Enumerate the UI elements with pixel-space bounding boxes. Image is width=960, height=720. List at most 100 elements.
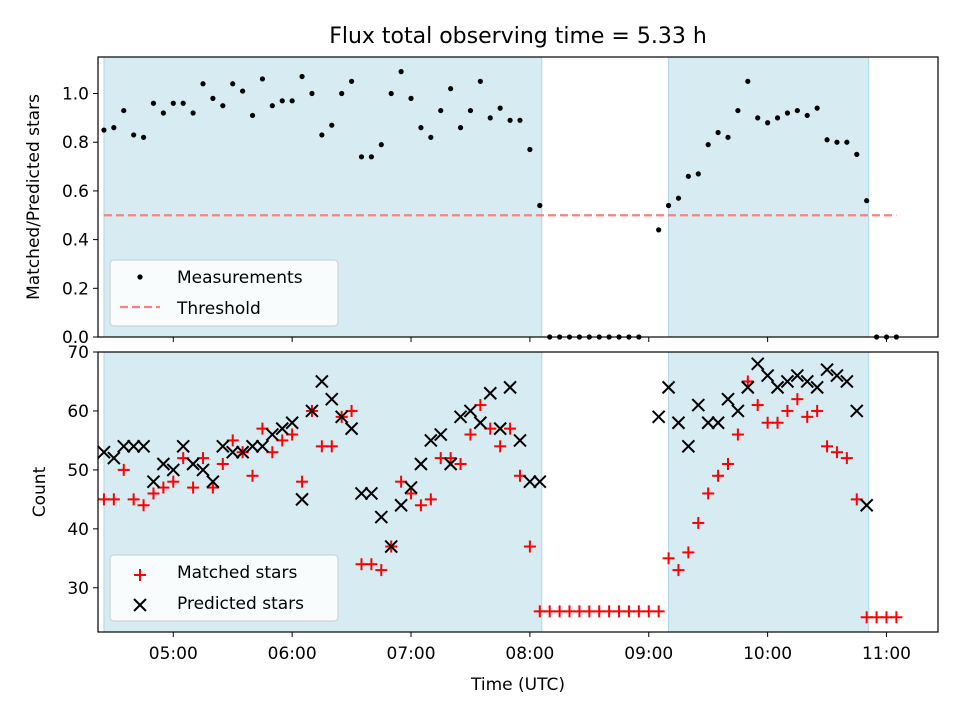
predicted-star-point <box>364 486 379 501</box>
legend-measurements-label: Measurements <box>177 268 303 288</box>
measurement-point <box>200 81 206 87</box>
matched-star-point <box>414 499 427 512</box>
measurement-point <box>319 132 325 138</box>
predicted-star-point <box>800 374 814 389</box>
measurement-point <box>824 137 830 143</box>
matched-star-point <box>771 416 784 429</box>
predicted-star-point <box>126 439 141 454</box>
bottom-axes-frame <box>97 351 939 633</box>
matched-star-point <box>702 487 715 500</box>
matched-star-point <box>712 469 725 482</box>
measurement-point <box>398 69 404 75</box>
predicted-star-point <box>216 439 230 454</box>
predicted-star-point <box>196 463 210 477</box>
predicted-star-point <box>285 416 299 430</box>
bottom-legend-box <box>109 554 339 622</box>
measurement-point <box>517 117 523 123</box>
measurement-point <box>358 154 365 160</box>
predicted-star-point <box>275 421 289 436</box>
bottom-y-ticks: 30 40 50 60 70 <box>67 343 98 599</box>
y-tick-label: 1.0 <box>62 85 89 105</box>
predicted-star-point <box>315 374 329 389</box>
predicted-star-point <box>255 439 270 454</box>
matched-star-point <box>830 446 843 459</box>
predicted-star-point <box>394 498 408 512</box>
predicted-star-point <box>790 368 805 383</box>
predicted-star-point <box>760 368 775 383</box>
y-tick-label: 70 <box>67 343 89 363</box>
measurement-point <box>289 98 295 104</box>
measurement-point <box>230 81 236 87</box>
predicted-star-point <box>344 421 359 436</box>
predicted-star-point <box>434 427 448 442</box>
predicted-star-point <box>691 398 705 412</box>
predicted-star-point <box>820 362 834 377</box>
predicted-star-point <box>741 380 755 395</box>
measurement-point <box>765 120 771 126</box>
x-axis-label: Time (UTC) <box>470 675 565 695</box>
measurement-point <box>170 100 176 106</box>
measurement-point <box>675 195 682 201</box>
predicted-star-point <box>473 416 488 430</box>
measurement-point <box>339 90 345 97</box>
measurement-point <box>497 105 503 111</box>
matched-star-point <box>504 422 517 435</box>
measurement-point <box>259 76 266 82</box>
predicted-star-point <box>850 404 864 418</box>
y-tick-label: 60 <box>67 402 89 422</box>
chart-title: Flux total observing time = 5.33 h <box>329 24 707 49</box>
predicted-star-point <box>483 386 497 400</box>
measurement-point <box>467 107 474 114</box>
measurement-point <box>705 142 711 148</box>
x-tick-label: 05:00 <box>149 644 198 664</box>
matched-star-point <box>494 440 507 453</box>
matched-star-point <box>464 428 477 441</box>
matched-star-point <box>662 552 675 565</box>
measurement-point <box>844 139 850 145</box>
predicted-star-point <box>384 539 398 554</box>
measurement-point <box>745 78 751 84</box>
measurement-point <box>487 115 493 121</box>
predicted-star-point <box>107 451 121 465</box>
predicted-star-point <box>443 457 458 471</box>
measurement-point <box>408 95 414 101</box>
x-tick-label: 09:00 <box>624 644 673 664</box>
bottom-legend: Matched stars Predicted stars <box>109 554 339 622</box>
measurement-point <box>784 110 791 116</box>
predicted-star-point <box>414 457 428 471</box>
legend-matched-marker <box>134 569 146 581</box>
measurement-point <box>448 86 454 92</box>
predicted-star-point <box>463 404 478 418</box>
measurement-point <box>240 88 246 94</box>
predicted-star-point <box>453 410 468 424</box>
predicted-star-point <box>404 480 418 495</box>
predicted-star-point <box>513 433 527 448</box>
matched-star-point <box>444 452 457 465</box>
measurement-point <box>279 98 285 104</box>
measurement-point <box>477 78 483 84</box>
predicted-star-point <box>533 474 547 489</box>
measurement-point <box>854 151 860 157</box>
top-y-axis-label: Matched/Predicted stars <box>24 94 44 300</box>
measurement-point <box>220 103 226 109</box>
predicted-star-point <box>731 404 745 418</box>
measurement-point <box>121 107 127 114</box>
measurement-point <box>537 202 543 209</box>
y-tick-label: 0.6 <box>62 182 89 202</box>
measurement-point <box>180 100 186 106</box>
measurement-point <box>160 110 166 116</box>
predicted-star-point <box>206 474 220 489</box>
predicted-star-point <box>176 439 190 454</box>
predicted-star-point <box>840 374 854 389</box>
matched-star-point <box>117 463 130 476</box>
measurement-point <box>457 125 464 131</box>
shaded-interval <box>668 351 870 633</box>
matched-star-point <box>424 493 437 506</box>
measurement-point <box>814 105 820 111</box>
matched-star-point <box>890 611 903 624</box>
predicted-star-point <box>186 457 200 471</box>
predicted-star-point <box>711 416 725 430</box>
measurement-point <box>864 198 870 204</box>
predicted-star-point <box>226 445 240 459</box>
legend-threshold-label: Threshold <box>176 299 261 319</box>
